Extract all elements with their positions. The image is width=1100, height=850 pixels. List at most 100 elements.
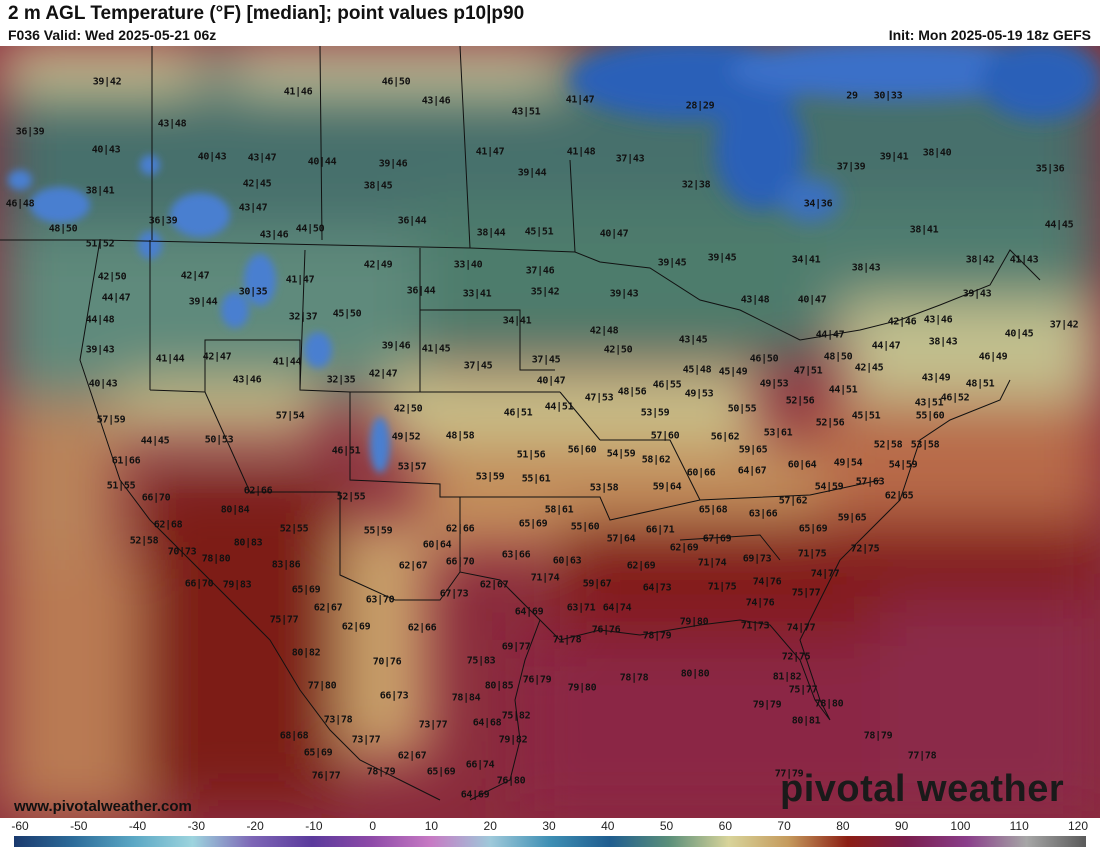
colorbar-tick-label: -20 [246, 819, 264, 833]
point-value: 78|84 [451, 692, 481, 704]
point-value: 54|59 [814, 481, 844, 493]
point-value: 52|56 [785, 395, 815, 407]
point-value: 75|83 [466, 655, 496, 667]
point-value: 71|75 [707, 581, 737, 593]
point-value: 44|50 [295, 223, 325, 235]
point-value: 57|64 [606, 533, 636, 545]
point-value: 49|52 [391, 431, 421, 443]
colorbar-tick-label: -50 [70, 819, 88, 833]
point-value: 34|41 [502, 315, 532, 327]
colorbar-tick-label: 0 [369, 819, 376, 833]
point-value: 77|80 [307, 680, 337, 692]
point-value: 63|66 [501, 549, 531, 561]
point-value: 62|66 [407, 622, 437, 634]
point-value: 62|67 [479, 579, 509, 591]
point-value: 49|54 [833, 457, 863, 469]
point-value: 75|77 [788, 684, 818, 696]
point-value: 69|77 [501, 641, 531, 653]
point-value: 51|55 [106, 480, 136, 492]
point-value: 79|80 [567, 682, 597, 694]
point-value: 62|69 [341, 621, 371, 633]
point-value: 42|48 [589, 325, 619, 337]
pivotal-weather-logo: pivotal weather [780, 768, 1065, 810]
point-value: 39|46 [381, 340, 411, 352]
map-title: 2 m AGL Temperature (°F) [median]; point… [8, 3, 525, 24]
point-value: 55|60 [570, 521, 600, 533]
point-value: 66|70 [445, 556, 475, 568]
point-value: 65|69 [303, 747, 333, 759]
point-value: 42|47 [368, 368, 398, 380]
point-value: 38|41 [909, 224, 939, 236]
point-value: 28|29 [685, 100, 715, 112]
point-value: 73|77 [418, 719, 448, 731]
point-value: 34|41 [791, 254, 821, 266]
point-value: 36|44 [397, 215, 427, 227]
point-value: 39|44 [188, 296, 218, 308]
point-value: 48|56 [617, 386, 647, 398]
point-value: 38|42 [965, 254, 995, 266]
point-value: 74|77 [786, 622, 816, 634]
point-value: 32|35 [326, 374, 356, 386]
point-value: 76|80 [496, 775, 526, 787]
point-value: 80|80 [680, 668, 710, 680]
point-value: 59|65 [738, 444, 768, 456]
point-value: 64|69 [460, 789, 490, 801]
point-value: 55|60 [915, 410, 945, 422]
point-value: 63|71 [566, 602, 596, 614]
point-value: 43|51 [914, 397, 944, 409]
point-value: 66|71 [645, 524, 675, 536]
point-value: 63|66 [748, 508, 778, 520]
point-value: 41|46 [283, 86, 313, 98]
point-value: 42|47 [180, 270, 210, 282]
point-value: 39|41 [879, 151, 909, 163]
point-value: 50|53 [204, 434, 234, 446]
point-value: 39|45 [657, 257, 687, 269]
point-value: 44|47 [101, 292, 131, 304]
point-value: 38|45 [363, 180, 393, 192]
point-value: 39|44 [517, 167, 547, 179]
point-value: 80|83 [233, 537, 263, 549]
point-value: 45|51 [851, 410, 881, 422]
point-value: 41|47 [285, 274, 315, 286]
point-value: 37|39 [836, 161, 866, 173]
point-value: 40|47 [599, 228, 629, 240]
map-header: 2 m AGL Temperature (°F) [median]; point… [0, 0, 1100, 46]
point-value: 37|45 [531, 354, 561, 366]
point-value: 78|79 [642, 630, 672, 642]
point-value: 60|64 [787, 459, 817, 471]
point-value: 62|68 [153, 519, 183, 531]
colorbar-tick-label: 40 [601, 819, 615, 833]
point-value: 43|46 [421, 95, 451, 107]
point-value: 73|77 [351, 734, 381, 746]
point-value: 42|50 [393, 403, 423, 415]
point-value: 77|79 [774, 768, 804, 780]
point-value: 62|65 [884, 490, 914, 502]
point-value: 56|62 [710, 431, 740, 443]
point-value: 74|76 [745, 597, 775, 609]
point-value: 43|47 [238, 202, 268, 214]
point-value: 39|43 [962, 288, 992, 300]
colorbar-tick-label: -10 [305, 819, 323, 833]
point-value: 43|49 [921, 372, 951, 384]
point-value: 41|47 [565, 94, 595, 106]
point-value: 75|82 [501, 710, 531, 722]
point-value: 38|41 [85, 185, 115, 197]
point-value: 73|78 [323, 714, 353, 726]
point-value: 71|73 [740, 620, 770, 632]
point-value: 40|43 [91, 144, 121, 156]
point-value: 80|81 [791, 715, 821, 727]
point-value: 42|50 [603, 344, 633, 356]
point-value: 39|42 [92, 76, 122, 88]
point-value: 62|69 [669, 542, 699, 554]
point-value: 43|45 [678, 334, 708, 346]
colorbar-tick-label: -30 [187, 819, 205, 833]
point-value: 79|82 [498, 734, 528, 746]
colorbar-tick-label: 70 [777, 819, 791, 833]
point-value: 41|44 [272, 356, 302, 368]
point-value: 60|66 [686, 467, 716, 479]
point-value: 45|49 [718, 366, 748, 378]
point-value: 35|42 [530, 286, 560, 298]
point-value: 48|58 [445, 430, 475, 442]
point-value: 53|59 [640, 407, 670, 419]
point-value: 71|74 [530, 572, 560, 584]
